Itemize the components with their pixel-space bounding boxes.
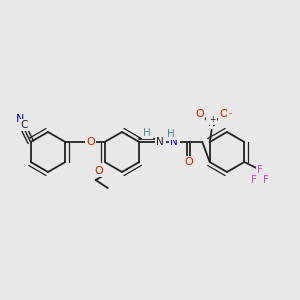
Text: N: N [16, 114, 24, 124]
Text: +: + [209, 115, 216, 124]
Text: O: O [184, 157, 193, 167]
Text: O: O [195, 109, 204, 119]
Text: N: N [208, 118, 216, 128]
Text: N: N [170, 137, 178, 147]
Text: H: H [167, 129, 175, 139]
Text: O: O [94, 166, 103, 176]
Text: C: C [20, 120, 27, 130]
Text: O: O [86, 137, 95, 147]
Text: F: F [257, 165, 263, 175]
Text: F: F [251, 175, 257, 185]
Text: -: - [228, 110, 231, 118]
Text: N: N [156, 137, 164, 147]
Text: O: O [219, 109, 228, 119]
Text: H: H [143, 128, 151, 138]
Text: F: F [263, 175, 269, 185]
